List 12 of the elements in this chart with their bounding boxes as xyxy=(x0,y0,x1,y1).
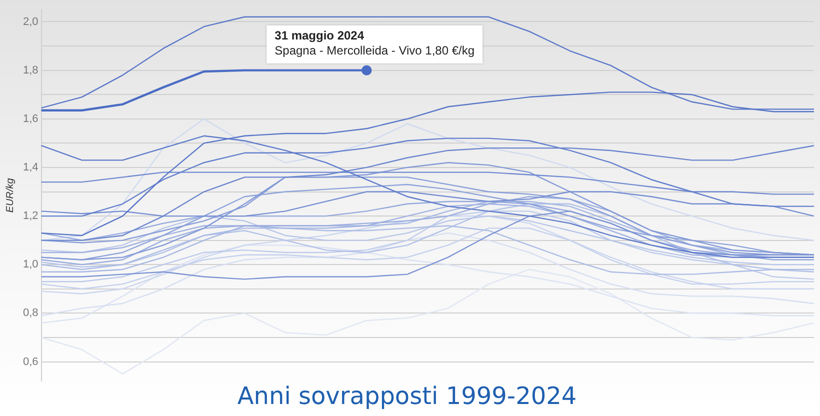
y-tick-label: 0,8 xyxy=(22,307,38,320)
y-tick-label: 1,0 xyxy=(22,258,38,271)
text: Anni sovrapposti 1999-2024 xyxy=(237,382,577,410)
y-tick-label: 0,6 xyxy=(22,356,38,368)
y-axis-title: EUR/kg xyxy=(4,178,16,213)
annotation: 31 maggio 2024 xyxy=(274,28,364,43)
y-tick-label: 1,8 xyxy=(22,64,38,76)
y-tick-label: 2,0 xyxy=(22,16,38,28)
y-tick-label: 1,4 xyxy=(22,162,38,174)
y-tick-label: 1,2 xyxy=(22,210,38,222)
y-tick-label: 1,6 xyxy=(22,112,38,125)
annotation: Spagna - Mercolleida - Vivo 1,80 €/kg xyxy=(274,44,475,58)
